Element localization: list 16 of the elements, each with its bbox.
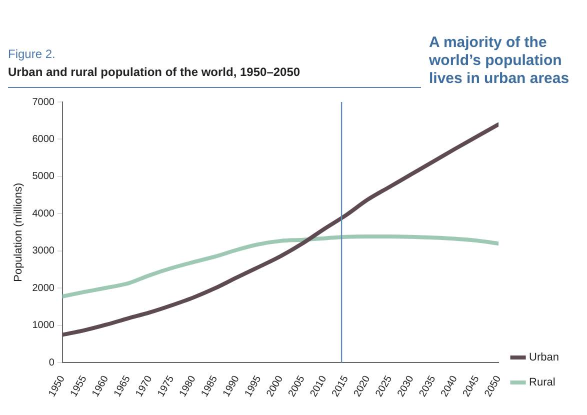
y-tick-label: 6000 xyxy=(32,134,55,145)
y-tick-label: 4000 xyxy=(32,208,55,220)
chart-title: Figure 2. xyxy=(8,47,56,61)
y-tick-label: 3000 xyxy=(32,246,55,257)
line-series xyxy=(62,122,499,337)
y-tick-label: 1000 xyxy=(32,320,55,332)
chart-subtitle: Urban and rural population of the world, 1950–2050 xyxy=(8,65,302,79)
legend-label: Rural xyxy=(529,376,556,389)
text: A majority of the world’s population lives in urban areas xyxy=(429,34,570,88)
y-tick-label: 5000 xyxy=(32,171,55,182)
y-tick-label: 2000 xyxy=(32,282,55,294)
legend-label: Urban xyxy=(529,352,560,364)
y-axis-title: Population (millions) xyxy=(12,182,25,282)
y-tick-label: 0 xyxy=(48,357,55,368)
y-tick-label: 7000 xyxy=(32,96,55,108)
line-series xyxy=(62,234,499,298)
